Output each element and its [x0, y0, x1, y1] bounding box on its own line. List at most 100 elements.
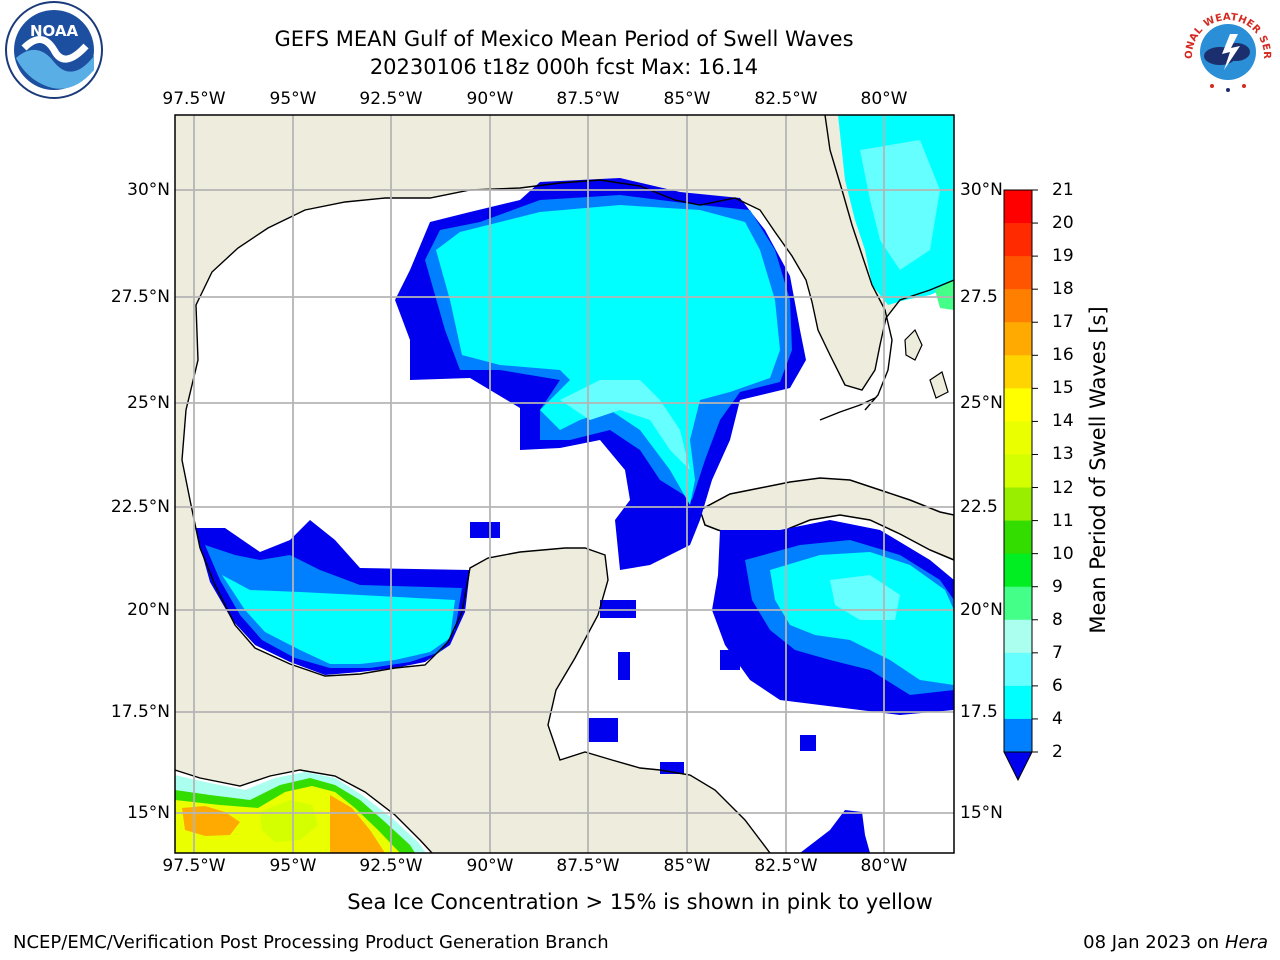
colorbar-tick-label: 13 [1052, 444, 1074, 465]
footer-date-text: 08 Jan 2023 on [1083, 932, 1225, 953]
swell-cell-g [720, 650, 740, 670]
lat-label-right: 27.5 [960, 287, 998, 307]
colorbar-tick-label: 14 [1052, 411, 1074, 432]
noaa-logo: NOAA [2, 0, 106, 104]
swell-cyan-north [436, 205, 780, 505]
colorbar-segment [1004, 355, 1032, 389]
footer-host: Hera [1224, 932, 1268, 953]
colorbar-extend-arrow [1003, 751, 1033, 782]
colorbar-tick-label: 7 [1052, 642, 1063, 663]
bahamas-islands [904, 328, 949, 399]
colorbar-segment [1004, 322, 1032, 356]
map-frame [174, 114, 955, 854]
colorbar-tick-label: 11 [1052, 510, 1074, 531]
coastline-keys [819, 397, 876, 421]
sea-ice-note: Sea Ice Concentration > 15% is shown in … [347, 890, 933, 914]
colorbar-segment [1004, 718, 1032, 753]
colorbar-segment [1004, 454, 1032, 489]
colorbar-tick-label: 2 [1052, 742, 1063, 762]
lat-label-left: 25°N [127, 393, 170, 413]
colorbar-segment [1004, 487, 1032, 522]
lon-label-top: 87.5°W [556, 89, 620, 109]
lon-label-top: 90°W [466, 89, 514, 109]
map-title: GEFS MEAN Gulf of Mexico Mean Period of … [274, 27, 854, 51]
lat-label-right: 30°N [960, 180, 1003, 200]
swell-cell-h [618, 652, 630, 680]
colorbar-tick-label: 21 [1052, 180, 1074, 200]
colorbar-tick-label: 8 [1052, 609, 1063, 630]
coastline-gulf [181, 179, 954, 549]
colorbar-tick-label: 9 [1052, 576, 1063, 597]
colorbar-segment [1004, 652, 1032, 687]
lat-label-left: 20°N [127, 600, 170, 620]
lon-label-bottom: 95°W [269, 856, 317, 876]
lat-label-left: 15°N [127, 803, 170, 823]
colorbar-segment [1004, 256, 1032, 290]
swell-cell-d [600, 600, 636, 618]
lon-label-bottom: 90°W [466, 856, 514, 876]
lat-label-left: 17.5°N [110, 702, 170, 722]
lon-label-top: 92.5°W [359, 89, 423, 109]
colorbar-segment [1004, 421, 1032, 455]
lat-label-right: 15°N [960, 803, 1003, 823]
colorbar-tick-label: 17 [1052, 312, 1074, 333]
swell-lightcyan-atlantic [860, 140, 940, 270]
colorbar-segment [1004, 520, 1032, 555]
swell-cell-b [800, 735, 816, 751]
lat-label-right: 20°N [960, 600, 1003, 620]
colorbar-tick-label: 19 [1052, 246, 1074, 267]
gridlines [175, 115, 954, 853]
swell-lightcyan-caribbean [830, 575, 900, 620]
colorbar-tick-label: 15 [1052, 378, 1074, 399]
colorbar-segment [1004, 619, 1032, 654]
colorbar-tick-label: 4 [1052, 708, 1063, 729]
colorbar-tick-label: 18 [1052, 279, 1074, 300]
swell-cyan-campeche [222, 575, 455, 664]
colorbar-segment [1004, 553, 1032, 588]
swell-cell-a [588, 718, 618, 742]
swell-green-patch [935, 280, 954, 310]
colorbar-label: Mean Period of Swell Waves [s] [1086, 306, 1110, 634]
swell-pacific-orange [330, 795, 385, 853]
svg-text:NOAA: NOAA [30, 22, 79, 40]
colorbar-segment [1004, 289, 1032, 323]
map-subtitle-date: 20230106 t18z 000h fcst Max: 16.14 [369, 55, 759, 79]
swell-cell-c [470, 522, 500, 538]
lon-label-top: 85°W [663, 89, 711, 109]
lon-label-top: 95°W [269, 89, 317, 109]
lon-label-bottom: 80°W [860, 856, 908, 876]
swell-cell-f [800, 810, 870, 853]
colorbar-tick-label: 10 [1052, 543, 1074, 564]
colorbar-segment [1004, 586, 1032, 621]
lat-label-left: 30°N [127, 180, 170, 200]
lat-label-right: 17.5 [960, 702, 998, 722]
colorbar-segment [1004, 685, 1032, 720]
colorbar-tick-label: 20 [1052, 213, 1074, 234]
lon-label-top: 80°W [860, 89, 908, 109]
colorbar-segment [1004, 190, 1032, 224]
colorbar-frame [1003, 189, 1033, 753]
lon-label-bottom: 92.5°W [359, 856, 423, 876]
footer-date: 08 Jan 2023 on Hera [1083, 932, 1268, 953]
coastline-mexico [199, 547, 771, 853]
lon-label-bottom: 82.5°W [754, 856, 818, 876]
colorbar-tick-label: 6 [1052, 675, 1063, 696]
swell-pacific-lime [260, 800, 318, 842]
nws-logo: NATIONAL WEATHER SERVICE [1174, 0, 1278, 100]
lat-label-right: 22.5 [960, 497, 998, 517]
coastline-pacific [175, 769, 433, 853]
colorbar [1003, 189, 1038, 782]
lat-label-right: 25°N [960, 393, 1003, 413]
lat-label-left: 22.5°N [110, 497, 170, 517]
lon-label-bottom: 87.5°W [556, 856, 620, 876]
lon-label-top: 82.5°W [754, 89, 818, 109]
lon-label-bottom: 97.5°W [162, 856, 226, 876]
lat-label-left: 27.5°N [110, 287, 170, 307]
colorbar-segment [1004, 388, 1032, 422]
colorbar-segment [1004, 223, 1032, 257]
colorbar-tick-label: 16 [1052, 345, 1074, 366]
lon-label-bottom: 85°W [663, 856, 711, 876]
footer-credit: NCEP/EMC/Verification Post Processing Pr… [13, 932, 609, 953]
lon-label-top: 97.5°W [162, 89, 226, 109]
